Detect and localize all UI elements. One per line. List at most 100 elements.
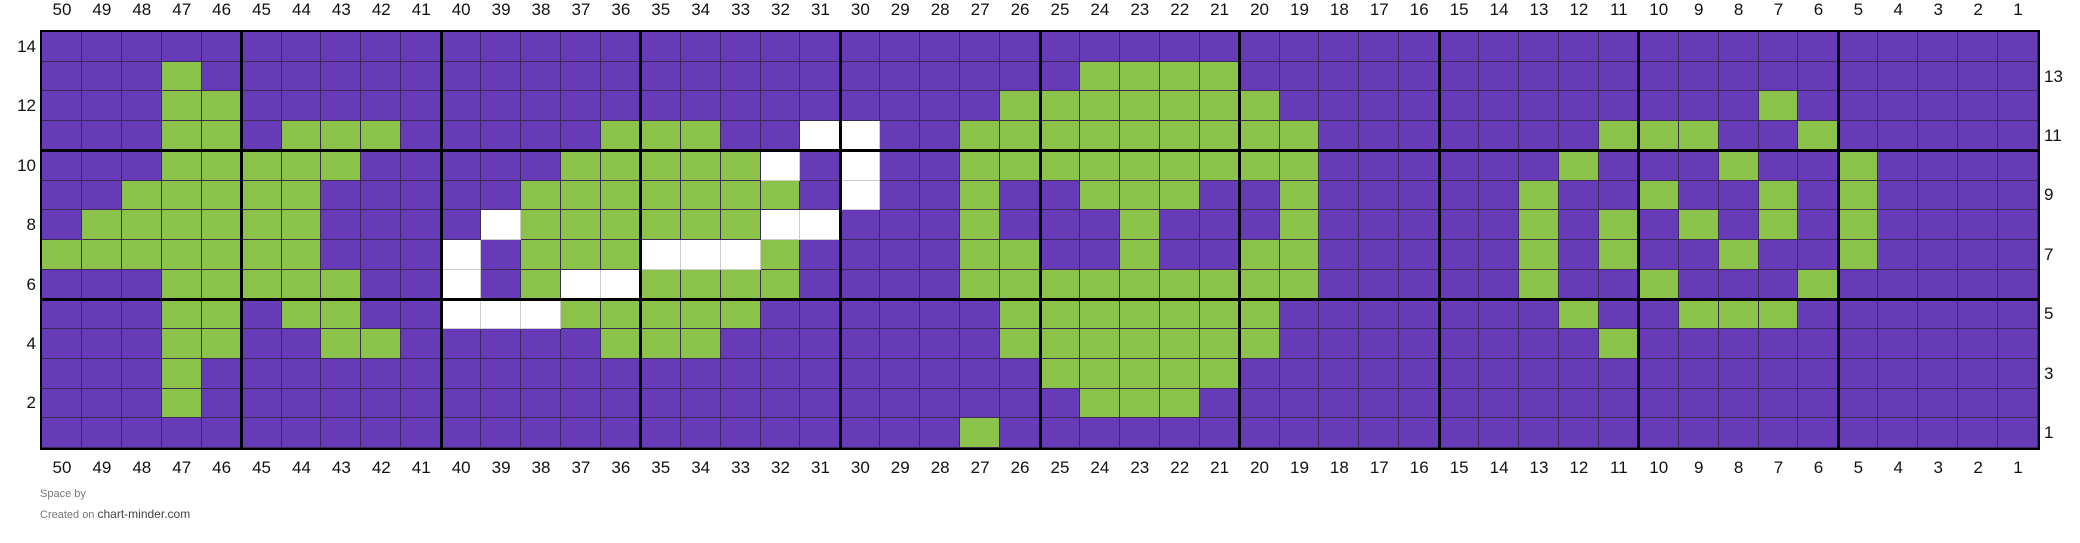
top-column-label: 17 <box>1369 0 1389 19</box>
cell-r2-c4 <box>1878 388 1919 419</box>
cell-r11-c10 <box>1638 121 1679 151</box>
cell-r9-c22 <box>1159 180 1200 211</box>
cell-r3-c42 <box>361 358 402 389</box>
cell-r8-c5 <box>1838 210 1879 240</box>
cell-r12-c49 <box>81 91 122 122</box>
cell-r4-c33 <box>720 329 761 359</box>
cell-r6-c41 <box>401 269 442 300</box>
cell-r11-c31 <box>800 121 841 151</box>
top-column-label: 23 <box>1130 0 1150 19</box>
cell-r12-c23 <box>1119 91 1160 122</box>
cell-r2-c32 <box>760 388 801 419</box>
top-column-label: 28 <box>930 0 950 19</box>
right-row-label: 5 <box>2044 304 2054 324</box>
top-column-label: 34 <box>691 0 711 19</box>
cell-r2-c15 <box>1439 388 1480 419</box>
top-column-label: 36 <box>611 0 631 19</box>
cell-r11-c1 <box>1998 121 2038 151</box>
bottom-column-label: 1 <box>2013 458 2023 477</box>
cell-r5-c9 <box>1678 299 1719 330</box>
top-column-label: 9 <box>1693 0 1704 19</box>
cell-r14-c15 <box>1439 32 1480 62</box>
cell-r4-c40 <box>441 329 482 359</box>
cell-r7-c48 <box>121 240 162 270</box>
cell-r1-c48 <box>121 418 162 448</box>
cell-r4-c45 <box>241 329 282 359</box>
cell-r5-c21 <box>1199 299 1240 330</box>
top-column-label: 19 <box>1290 0 1309 19</box>
cell-r14-c28 <box>920 32 961 62</box>
bottom-column-label: 19 <box>1290 458 1309 477</box>
cell-r12-c20 <box>1239 91 1280 122</box>
right-row-label: 13 <box>2044 66 2063 86</box>
cell-r5-c38 <box>521 299 561 330</box>
cell-r7-c33 <box>720 240 761 270</box>
bottom-column-label: 50 <box>52 458 72 477</box>
cell-r2-c9 <box>1678 388 1719 419</box>
cell-r5-c19 <box>1279 299 1320 330</box>
cell-r1-c15 <box>1439 418 1480 448</box>
cell-r6-c16 <box>1399 269 1440 300</box>
cell-r7-c23 <box>1119 240 1160 270</box>
cell-r10-c23 <box>1119 150 1160 181</box>
top-column-label: 32 <box>771 0 790 19</box>
cell-r14-c31 <box>800 32 841 62</box>
cell-r13-c5 <box>1838 61 1879 92</box>
cell-r13-c40 <box>441 61 482 92</box>
site-link[interactable]: chart-minder.com <box>97 507 191 521</box>
cell-r5-c6 <box>1798 299 1839 330</box>
cell-r14-c50 <box>42 32 82 62</box>
cell-r7-c46 <box>201 240 242 270</box>
cell-r6-c40 <box>441 269 482 300</box>
cell-r1-c19 <box>1279 418 1320 448</box>
cell-r9-c2 <box>1958 180 1999 211</box>
cell-r13-c4 <box>1878 61 1919 92</box>
cell-r3-c36 <box>600 358 641 389</box>
cell-r14-c16 <box>1399 32 1440 62</box>
cell-r4-c4 <box>1878 329 1919 359</box>
cell-r3-c35 <box>640 358 681 389</box>
cell-r7-c6 <box>1798 240 1839 270</box>
cell-r2-c39 <box>481 388 522 419</box>
cell-r10-c30 <box>840 150 881 181</box>
cell-r1-c16 <box>1399 418 1440 448</box>
cell-r1-c49 <box>81 418 122 448</box>
top-column-label: 2 <box>1973 0 1983 19</box>
cell-r2-c13 <box>1519 388 1559 419</box>
cell-r11-c45 <box>241 121 282 151</box>
bottom-column-label: 29 <box>890 458 910 477</box>
cell-r12-c34 <box>680 91 721 122</box>
cell-r6-c20 <box>1239 269 1280 300</box>
cell-r14-c40 <box>441 32 482 62</box>
cell-r1-c14 <box>1479 418 1520 448</box>
cell-r9-c25 <box>1040 180 1080 211</box>
cell-r8-c2 <box>1958 210 1999 240</box>
cell-r2-c2 <box>1958 388 1999 419</box>
cell-r11-c2 <box>1958 121 1999 151</box>
cell-r13-c15 <box>1439 61 1480 92</box>
bottom-column-label: 46 <box>212 458 232 477</box>
cell-r4-c29 <box>880 329 921 359</box>
cell-r2-c20 <box>1239 388 1280 419</box>
cell-r1-c21 <box>1199 418 1240 448</box>
cell-r1-c12 <box>1558 418 1599 448</box>
top-column-label: 25 <box>1050 0 1070 19</box>
cell-r12-c47 <box>161 91 202 122</box>
cell-r4-c1 <box>1998 329 2038 359</box>
left-row-label: 4 <box>26 334 36 353</box>
cell-r8-c26 <box>1000 210 1040 240</box>
cell-r5-c50 <box>42 299 82 330</box>
cell-r6-c37 <box>560 269 601 300</box>
right-row-label: 9 <box>2044 185 2054 205</box>
bottom-column-label: 40 <box>451 458 471 477</box>
cell-r4-c11 <box>1598 329 1639 359</box>
cell-r2-c38 <box>521 388 561 419</box>
cell-r13-c42 <box>361 61 402 92</box>
cell-r6-c27 <box>960 269 1001 300</box>
cell-r3-c11 <box>1598 358 1639 389</box>
cell-r4-c16 <box>1399 329 1440 359</box>
cell-r11-c29 <box>880 121 921 151</box>
cell-r8-c1 <box>1998 210 2038 240</box>
bottom-column-label: 43 <box>331 458 351 477</box>
cell-r2-c34 <box>680 388 721 419</box>
